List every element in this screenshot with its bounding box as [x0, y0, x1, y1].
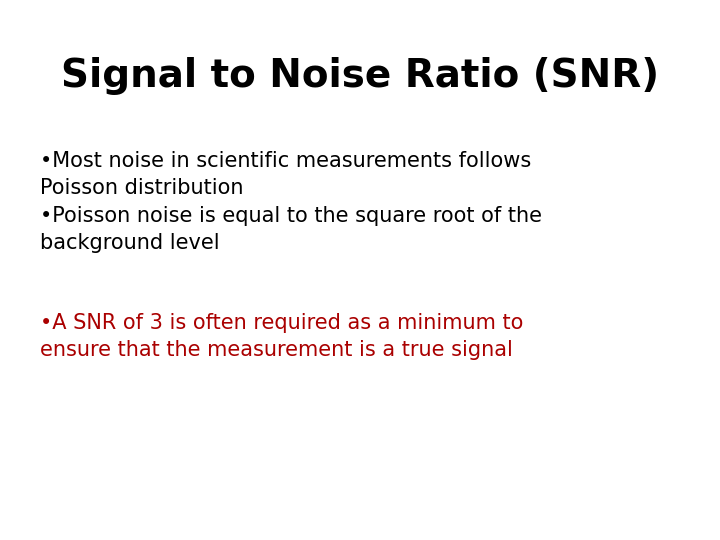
Text: Signal to Noise Ratio (SNR): Signal to Noise Ratio (SNR)	[61, 57, 659, 94]
Text: •A SNR of 3 is often required as a minimum to
ensure that the measurement is a t: •A SNR of 3 is often required as a minim…	[40, 313, 523, 360]
Text: •Most noise in scientific measurements follows
Poisson distribution
•Poisson noi: •Most noise in scientific measurements f…	[40, 151, 541, 253]
